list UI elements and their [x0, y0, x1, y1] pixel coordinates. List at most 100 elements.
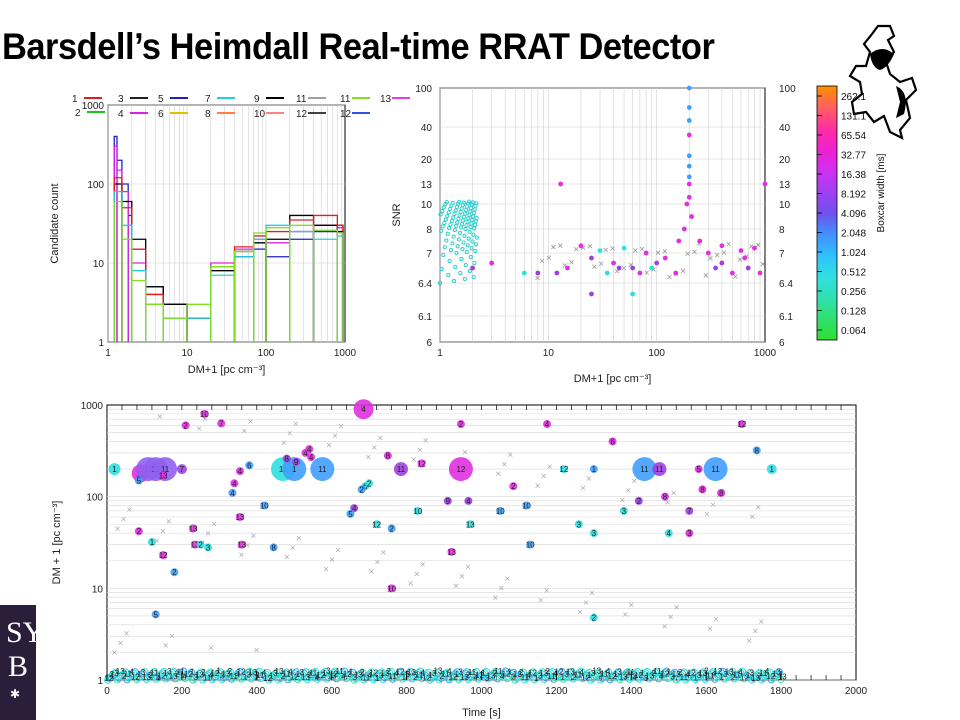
baseline-label: 3 — [776, 667, 781, 676]
x-tick-label: 1800 — [770, 686, 793, 697]
scatter-point — [447, 225, 452, 230]
candidate-label: 1 — [112, 465, 117, 474]
scatter-point — [452, 278, 457, 283]
baseline-candidate — [376, 669, 384, 678]
baseline-candidate — [310, 669, 318, 677]
baseline-label: 3 — [194, 673, 199, 682]
baseline-candidate — [406, 667, 415, 676]
baseline-label: 13 — [301, 673, 310, 682]
candidate-cross — [505, 576, 510, 581]
histogram-panel: 1 10 100 1000 1 10 100 1000 DM+1 [pc cm⁻³] Candid… — [49, 94, 410, 376]
scatter-point — [474, 242, 479, 247]
scatter-point — [458, 209, 463, 214]
x-tick-label: 1600 — [695, 686, 718, 697]
scatter-point — [643, 250, 649, 256]
scatter-cross — [592, 264, 597, 270]
scatter-cross — [557, 243, 563, 248]
scatter-point — [463, 226, 468, 231]
legend-label: 8 — [205, 109, 211, 120]
baseline-label: 12 — [104, 674, 113, 683]
candidate-label: 2 — [389, 524, 394, 533]
baseline-candidate — [519, 668, 527, 676]
baseline-label: 12 — [634, 671, 643, 680]
candidate-marker — [260, 501, 269, 510]
candidate-label: 8 — [285, 455, 290, 464]
candidate-marker — [147, 538, 156, 547]
baseline-label: 13 — [328, 672, 337, 681]
candidate-cross — [420, 562, 425, 567]
candidate-label: 4 — [307, 445, 312, 454]
baseline-candidate — [253, 668, 262, 677]
candidate-marker — [235, 513, 244, 522]
baseline-candidate — [302, 668, 310, 676]
baseline-candidate — [110, 670, 118, 678]
scatter-point — [757, 270, 763, 276]
baseline-label: 13 — [566, 668, 575, 677]
baseline-candidate — [311, 667, 320, 676]
candidate-label: 9 — [294, 458, 299, 467]
scatter-point — [439, 228, 444, 233]
baseline-label: 11 — [309, 668, 318, 677]
baseline-label: 11 — [256, 671, 265, 680]
scatter-point — [452, 211, 457, 216]
baseline-label: 1 — [137, 670, 142, 679]
candidate-marker — [159, 471, 168, 480]
scatter-point — [589, 291, 594, 297]
baseline-candidate — [490, 669, 498, 677]
scatter-point — [719, 260, 725, 266]
scatter-point — [444, 238, 449, 243]
y-tick-label: 6 — [426, 338, 432, 349]
scatter-cross — [703, 273, 709, 278]
baseline-label: 3 — [273, 669, 278, 678]
candidate-marker — [108, 463, 121, 476]
scatter-point — [470, 239, 475, 244]
candidate-marker — [176, 464, 187, 475]
baseline-candidate — [356, 669, 365, 678]
baseline-label: 3 — [617, 668, 622, 677]
x-tick-label: 1000 — [754, 348, 777, 359]
baseline-candidate — [482, 667, 490, 676]
baseline-candidate — [236, 667, 244, 676]
baseline-label: 13 — [275, 667, 284, 676]
baseline-candidate — [226, 668, 234, 676]
baseline-candidate — [255, 667, 263, 675]
candidate-cross — [589, 590, 595, 596]
candidate-label: 4 — [238, 467, 243, 476]
candidate-cross — [326, 442, 332, 448]
candidate-marker — [543, 420, 552, 429]
baseline-label: 3 — [353, 673, 358, 682]
baseline-candidate — [290, 669, 299, 678]
baseline-label: 13 — [354, 670, 363, 679]
scatter-point — [456, 216, 461, 221]
scatter-point — [462, 214, 467, 219]
baseline-label: 11 — [680, 673, 689, 682]
candidate-marker — [196, 540, 205, 549]
colorbar-tick-label: 4.096 — [841, 209, 866, 220]
y-tick-label: 1 — [98, 338, 104, 349]
scatter-point — [440, 224, 445, 229]
candidate-label: 12 — [159, 551, 168, 560]
candidate-cross — [662, 624, 667, 629]
baseline-candidate — [669, 670, 677, 678]
baseline-candidate — [397, 667, 405, 676]
baseline-candidate — [614, 668, 622, 676]
y-tick-label: 100 — [86, 493, 103, 504]
baseline-label: 4 — [606, 667, 611, 676]
candidate-cross — [586, 476, 592, 481]
baseline-label: 12 — [343, 670, 352, 679]
candidate-marker — [526, 540, 535, 549]
baseline-label: 11 — [494, 667, 503, 676]
baseline-label: 12 — [290, 673, 299, 682]
scatter-point — [689, 214, 694, 219]
scatter-point — [474, 215, 479, 220]
baseline-label: 1 — [481, 669, 486, 678]
baseline-candidate — [527, 669, 535, 678]
scatter-point — [441, 205, 446, 210]
y-tick-label-right: 8 — [779, 225, 785, 236]
baseline-candidate — [548, 668, 556, 676]
candidate-label: 1 — [770, 465, 775, 474]
candidate-marker — [217, 419, 226, 428]
scatter-point — [705, 250, 711, 256]
baseline-label: 12 — [369, 669, 378, 678]
